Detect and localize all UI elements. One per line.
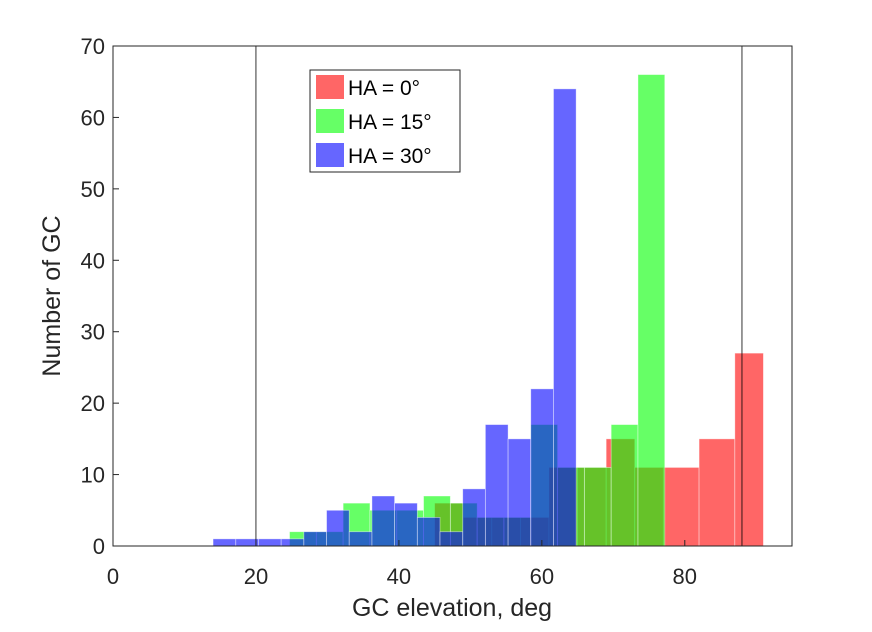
bar [258,538,282,547]
bar [303,531,327,547]
x-tick-label: 0 [107,564,119,589]
x-tick-label: 20 [244,564,268,589]
bar [326,509,350,547]
x-axis-label: GC elevation, deg [352,594,552,622]
bar [734,352,764,547]
bar [394,502,418,547]
y-tick-label: 60 [81,105,105,130]
legend-swatch [316,109,344,133]
bar [348,531,373,547]
bar [212,538,237,547]
y-tick-label: 0 [93,534,105,559]
bar [416,517,441,547]
bar [280,538,305,547]
y-tick-label: 20 [81,391,105,416]
bar [235,538,259,547]
y-tick-label: 70 [81,34,105,59]
bar [462,488,486,547]
bar [637,74,666,547]
legend-label: HA = 0° [348,77,420,100]
y-axis-label: Number of GC [38,215,66,376]
x-tick-label: 40 [387,564,411,589]
bar [662,467,700,547]
bar [530,388,554,547]
y-tick-label: 50 [81,177,105,202]
legend-swatch [316,75,344,99]
x-tick-label: 60 [530,564,554,589]
legend-swatch [316,143,344,167]
bar [439,531,464,547]
bar [507,438,532,547]
bar [698,438,736,547]
legend-label: HA = 15° [348,111,432,134]
bar [583,467,612,547]
y-tick-label: 10 [81,463,105,488]
bar [371,495,396,547]
bar [553,88,577,547]
x-tick-label: 80 [673,564,697,589]
bar [484,424,509,547]
y-tick-label: 40 [81,248,105,273]
axes-box [112,45,793,547]
bar [610,424,639,547]
legend-label: HA = 30° [348,145,432,168]
y-tick-label: 30 [81,320,105,345]
